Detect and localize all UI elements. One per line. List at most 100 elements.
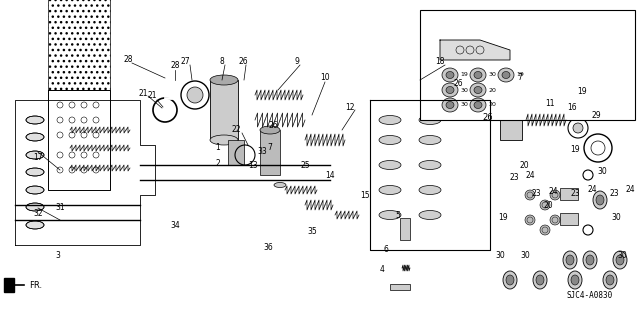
Text: 24: 24	[587, 186, 597, 195]
Ellipse shape	[26, 203, 44, 211]
Text: 22: 22	[231, 125, 241, 135]
Ellipse shape	[533, 271, 547, 289]
Text: 19: 19	[570, 145, 580, 154]
Text: 3: 3	[56, 250, 60, 259]
Ellipse shape	[586, 255, 594, 265]
Ellipse shape	[419, 115, 441, 124]
Text: 29: 29	[591, 110, 601, 120]
Circle shape	[525, 190, 535, 200]
Circle shape	[540, 200, 550, 210]
Text: 30: 30	[611, 213, 621, 222]
Text: 35: 35	[307, 227, 317, 236]
Ellipse shape	[613, 251, 627, 269]
Text: 5: 5	[396, 211, 401, 220]
Text: 33: 33	[257, 147, 267, 157]
Text: 32: 32	[33, 209, 43, 218]
Text: 7: 7	[518, 73, 522, 83]
Text: 20: 20	[488, 102, 496, 108]
Ellipse shape	[210, 75, 238, 85]
Text: 24: 24	[525, 170, 535, 180]
Text: 30: 30	[520, 250, 530, 259]
Bar	[210, 80, 238, 140]
Text: 30: 30	[617, 250, 627, 259]
Text: 21: 21	[147, 91, 157, 100]
Text: 10: 10	[320, 73, 330, 83]
Ellipse shape	[506, 275, 514, 285]
Bar	[560, 213, 578, 225]
Text: 24: 24	[548, 187, 558, 196]
Bar	[260, 130, 280, 175]
Text: 2: 2	[216, 159, 220, 167]
Ellipse shape	[26, 168, 44, 176]
Text: 18: 18	[435, 57, 445, 66]
Text: 31: 31	[55, 204, 65, 212]
Ellipse shape	[26, 186, 44, 194]
Text: 23: 23	[609, 189, 619, 197]
Text: 12: 12	[345, 102, 355, 112]
Circle shape	[540, 225, 550, 235]
Text: 23: 23	[570, 189, 580, 197]
Ellipse shape	[210, 135, 238, 145]
Ellipse shape	[503, 271, 517, 289]
Ellipse shape	[419, 136, 441, 145]
Ellipse shape	[470, 98, 486, 112]
Text: 24: 24	[625, 186, 635, 195]
Text: 19: 19	[577, 87, 587, 97]
Bar	[228, 140, 244, 165]
Text: 6: 6	[383, 246, 388, 255]
Text: 26: 26	[238, 57, 248, 66]
Text: 30: 30	[460, 87, 468, 93]
Ellipse shape	[593, 191, 607, 209]
Text: 11: 11	[545, 99, 555, 108]
Ellipse shape	[446, 71, 454, 78]
Text: 30: 30	[495, 250, 505, 259]
Bar	[500, 85, 522, 140]
Ellipse shape	[442, 68, 458, 82]
Text: 19: 19	[460, 72, 468, 78]
Ellipse shape	[379, 115, 401, 124]
Bar	[420, 10, 635, 120]
Text: 34: 34	[170, 220, 180, 229]
Ellipse shape	[606, 275, 614, 285]
Ellipse shape	[446, 101, 454, 108]
Ellipse shape	[500, 81, 522, 89]
Text: 28: 28	[124, 56, 132, 64]
Ellipse shape	[419, 160, 441, 169]
Circle shape	[525, 215, 535, 225]
Ellipse shape	[379, 160, 401, 169]
Text: 19: 19	[498, 213, 508, 222]
Ellipse shape	[470, 83, 486, 97]
Ellipse shape	[470, 68, 486, 82]
Ellipse shape	[26, 116, 44, 124]
Text: 36: 36	[263, 243, 273, 253]
Ellipse shape	[568, 271, 582, 289]
Circle shape	[573, 123, 583, 133]
Ellipse shape	[603, 271, 617, 289]
Ellipse shape	[26, 221, 44, 229]
Text: 4: 4	[380, 265, 385, 275]
Ellipse shape	[26, 133, 44, 141]
Circle shape	[550, 215, 560, 225]
Text: 25: 25	[300, 160, 310, 169]
Bar	[560, 188, 578, 200]
Text: 17: 17	[33, 153, 43, 162]
Ellipse shape	[274, 182, 286, 188]
Text: 8: 8	[220, 57, 225, 66]
Text: 15: 15	[360, 190, 370, 199]
Ellipse shape	[583, 251, 597, 269]
Ellipse shape	[474, 71, 482, 78]
Ellipse shape	[616, 255, 624, 265]
Text: 30: 30	[597, 167, 607, 176]
Text: 9: 9	[294, 57, 300, 66]
Text: 23: 23	[531, 189, 541, 197]
Bar	[48, 0, 110, 90]
Ellipse shape	[442, 83, 458, 97]
Circle shape	[187, 87, 203, 103]
Text: 7: 7	[268, 144, 273, 152]
Ellipse shape	[474, 101, 482, 108]
Text: 13: 13	[248, 160, 258, 169]
Ellipse shape	[571, 275, 579, 285]
Text: 20: 20	[543, 201, 553, 210]
Ellipse shape	[379, 136, 401, 145]
Text: 16: 16	[567, 103, 577, 113]
